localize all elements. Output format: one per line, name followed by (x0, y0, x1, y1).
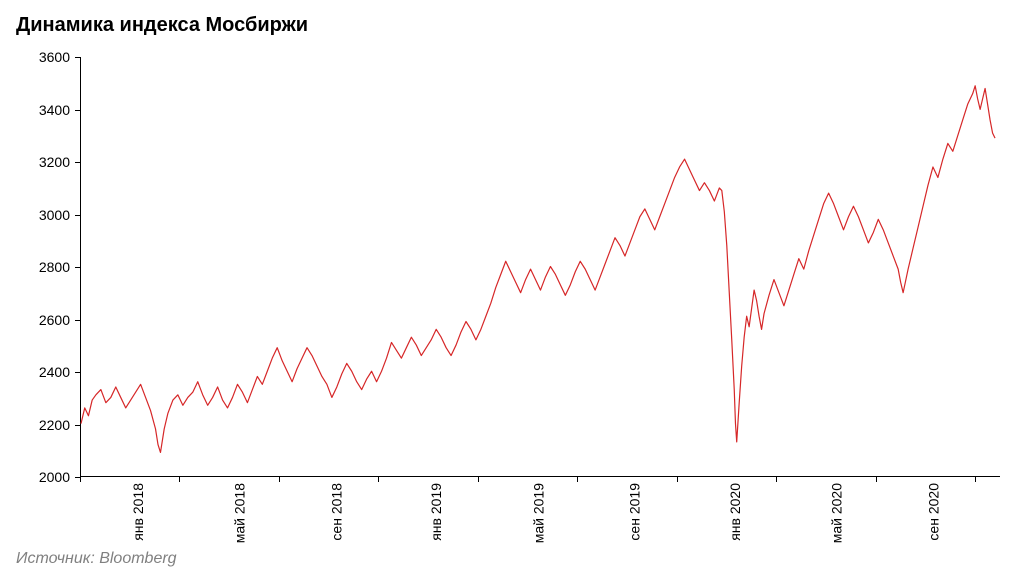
chart-source: Источник: Bloomberg (16, 550, 177, 568)
x-tick-mark (577, 477, 578, 482)
x-tick-mark (975, 477, 976, 482)
x-tick-label: сен 2018 (328, 483, 344, 541)
y-tick-label: 3400 (20, 102, 70, 118)
x-tick-mark (478, 477, 479, 482)
y-tick-label: 3000 (20, 207, 70, 223)
x-tick-label: янв 2019 (428, 483, 444, 541)
x-tick-label: май 2019 (530, 483, 546, 543)
y-tick-label: 2000 (20, 469, 70, 485)
x-tick-mark (279, 477, 280, 482)
x-tick-label: янв 2018 (130, 483, 146, 541)
x-tick-mark (677, 477, 678, 482)
line-chart-svg (81, 57, 1000, 476)
chart-title: Динамика индекса Мосбиржи (16, 14, 1010, 37)
y-tick-label: 3200 (20, 154, 70, 170)
x-tick-mark (378, 477, 379, 482)
y-tick-label: 3600 (20, 49, 70, 65)
series-line (81, 86, 995, 453)
chart-container: Динамика индекса Мосбиржи 2000 2200 2400 26… (0, 0, 1024, 580)
plot-region (80, 57, 1000, 477)
x-tick-label: сен 2019 (627, 483, 643, 541)
x-tick-mark (876, 477, 877, 482)
y-tick-label: 2600 (20, 312, 70, 328)
y-tick-label: 2800 (20, 259, 70, 275)
x-tick-mark (80, 477, 81, 482)
plot-area: 200022002400260028003000320034003600 янв… (14, 47, 1010, 517)
x-tick-mark (179, 477, 180, 482)
y-tick-label: 2200 (20, 417, 70, 433)
x-tick-label: сен 2020 (925, 483, 941, 541)
x-tick-label: май 2018 (232, 483, 248, 543)
x-tick-label: май 2020 (828, 483, 844, 543)
x-tick-label: янв 2020 (727, 483, 743, 541)
y-tick-label: 2400 (20, 364, 70, 380)
x-tick-mark (776, 477, 777, 482)
